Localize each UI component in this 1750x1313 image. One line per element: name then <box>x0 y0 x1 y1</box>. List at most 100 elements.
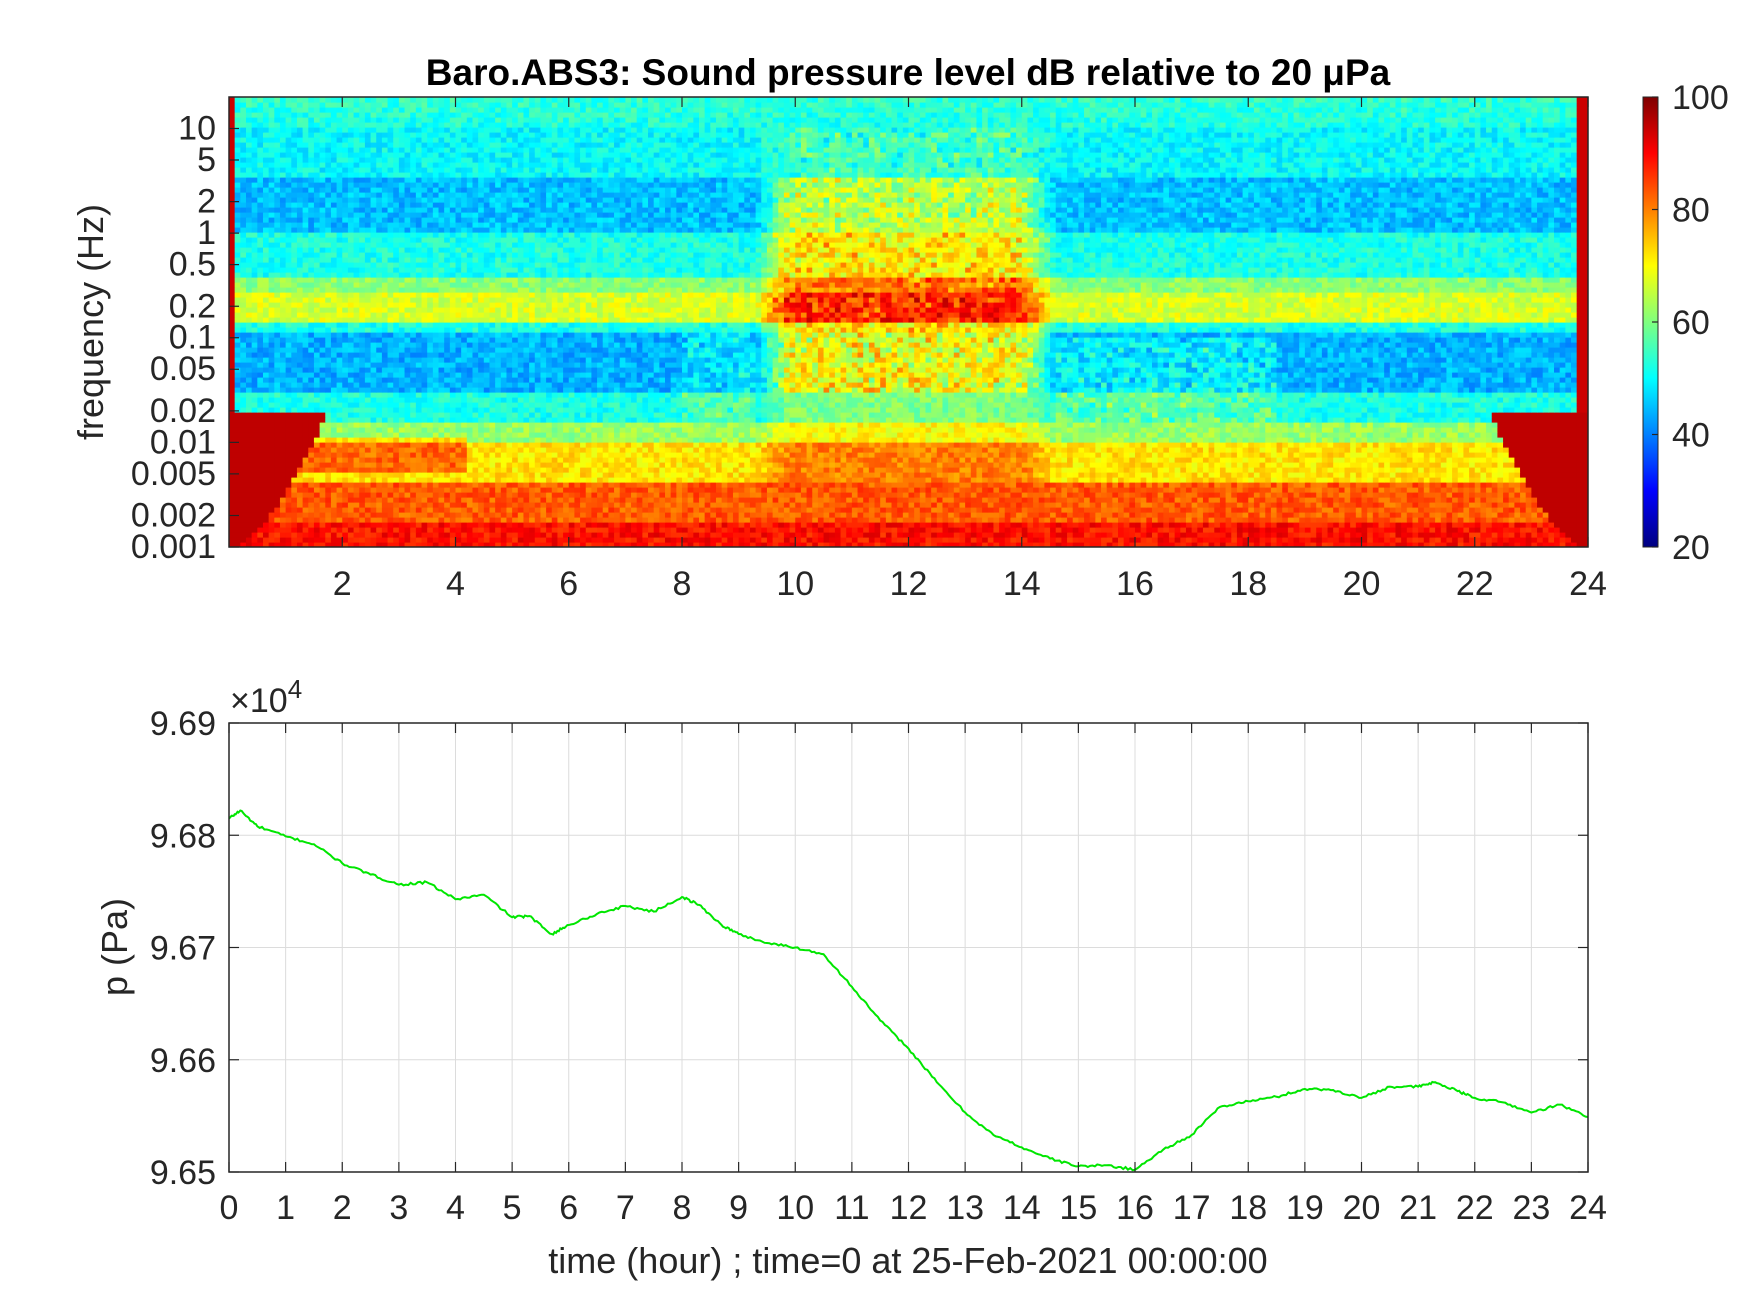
spectrogram-cell <box>1446 512 1453 518</box>
spectrogram-cell <box>540 522 547 528</box>
spectrogram-cell <box>1129 457 1136 463</box>
spectrogram-cell <box>506 527 513 533</box>
spectrogram-cell <box>540 497 547 503</box>
spectrogram-cell <box>1248 447 1255 453</box>
spectrogram-cell <box>534 462 542 468</box>
spectrogram-cell <box>1174 442 1181 448</box>
spectrogram-cell <box>1185 447 1193 453</box>
spectrogram-cell <box>846 452 853 458</box>
spectrogram-cell <box>1582 537 1588 543</box>
spectrogram-cell <box>1140 502 1147 508</box>
spectrogram-cell <box>863 537 870 543</box>
spectrogram-cell <box>902 477 910 483</box>
spectrogram-cell <box>1180 527 1187 533</box>
spectrogram-cell <box>432 472 440 478</box>
spectrogram-cell <box>1095 527 1102 533</box>
spectrogram-cell <box>1287 507 1295 513</box>
spectrogram-cell <box>1089 542 1096 547</box>
spectrogram-cell <box>257 517 264 523</box>
spectrogram-cell <box>1185 532 1193 538</box>
spectrogram-cell <box>1180 522 1187 528</box>
spectrogram-cell <box>1537 537 1544 543</box>
spectrogram-cell <box>478 517 485 523</box>
spectrogram-cell <box>987 497 995 503</box>
spectrogram-cell <box>461 507 468 513</box>
spectrogram-cell <box>1333 477 1340 483</box>
spectrogram-cell <box>466 447 474 453</box>
spectrogram-cell <box>1372 467 1380 473</box>
spectrogram-cell <box>693 477 700 483</box>
spectrogram-cell <box>1208 452 1215 458</box>
spectrogram-cell <box>404 457 411 463</box>
spectrogram-cell <box>1185 442 1193 448</box>
spectrogram-cell <box>506 442 513 448</box>
spectrogram-cell <box>1004 512 1012 518</box>
spectrogram-cell <box>1151 507 1159 513</box>
spectrogram-cell <box>1520 482 1527 488</box>
spectrogram-cell <box>1021 477 1029 483</box>
spectrogram-cell <box>279 442 287 448</box>
spectrogram-cell <box>795 522 802 528</box>
spectrogram-cell <box>1016 492 1023 498</box>
spectrogram-cell <box>404 512 411 518</box>
spectrogram-cell <box>1412 537 1419 543</box>
spectrogram-cell <box>591 487 598 493</box>
spectrogram-cell <box>483 502 491 508</box>
spectrogram-cell <box>857 467 864 473</box>
spectrogram-cell <box>829 522 836 528</box>
spectrogram-cell <box>1033 447 1040 453</box>
spectrogram-cell <box>1197 472 1204 478</box>
spectrogram-cell <box>234 502 241 508</box>
spectrogram-cell <box>597 452 604 458</box>
spectrogram-cell <box>1038 527 1045 533</box>
spectrogram-cell <box>648 542 655 547</box>
spectrogram-cell <box>478 527 485 533</box>
spectrogram-cell <box>1327 477 1334 483</box>
spectrogram-cell <box>891 527 898 533</box>
spectrogram-cell <box>1208 477 1215 483</box>
spectrogram-cell <box>902 447 910 453</box>
spectrogram-cell <box>931 517 938 523</box>
spectrogram-cell <box>580 497 587 503</box>
spectrogram-cell <box>427 472 434 478</box>
spectrogram-cell <box>772 492 779 498</box>
spectrogram-cell <box>1418 467 1425 473</box>
spectrogram-cell <box>1106 452 1113 458</box>
spectrogram-cell <box>495 517 502 523</box>
spectrogram-cell <box>1038 477 1045 483</box>
spectrogram-cell <box>1084 482 1091 488</box>
spectrogram-cell <box>1457 467 1465 473</box>
spectrogram-cell <box>387 452 394 458</box>
spectrogram-cell <box>727 477 734 483</box>
spectrogram-cell <box>778 482 785 488</box>
spectrogram-cell <box>1265 517 1272 523</box>
spectrogram-cell <box>500 542 508 547</box>
spectrogram-cell <box>885 542 893 547</box>
spectrogram-cell <box>919 517 927 523</box>
spectrogram-cell <box>381 542 389 547</box>
spectrogram-cell <box>925 537 932 543</box>
spectrogram-cell <box>846 472 853 478</box>
spectrogram-cell <box>1067 492 1074 498</box>
spectrogram-cell <box>1174 537 1181 543</box>
spectrogram-cell <box>472 492 479 498</box>
spectrogram-cell <box>268 487 275 493</box>
spectrogram-cell <box>251 482 258 488</box>
spectrogram-cell <box>1406 507 1414 513</box>
spectrogram-cell <box>1270 477 1278 483</box>
spectrogram-cell <box>1072 542 1079 547</box>
spectrogram-cell <box>1061 492 1068 498</box>
spectrogram-cell <box>1044 487 1051 493</box>
spectrogram-cell <box>1418 472 1425 478</box>
spectrogram-cell <box>257 507 264 513</box>
spectrogram-cell <box>1338 542 1346 547</box>
spectrogram-cell <box>506 472 513 478</box>
spectrogram-cell <box>489 487 496 493</box>
spectrogram-cell <box>1559 517 1566 523</box>
spectrogram-cell <box>902 452 910 458</box>
spectrogram-cell <box>834 447 842 453</box>
spectrogram-cell <box>812 457 819 463</box>
spectrogram-cell <box>245 522 253 528</box>
spectrogram-cell <box>1202 467 1210 473</box>
spectrogram-cell <box>800 497 808 503</box>
